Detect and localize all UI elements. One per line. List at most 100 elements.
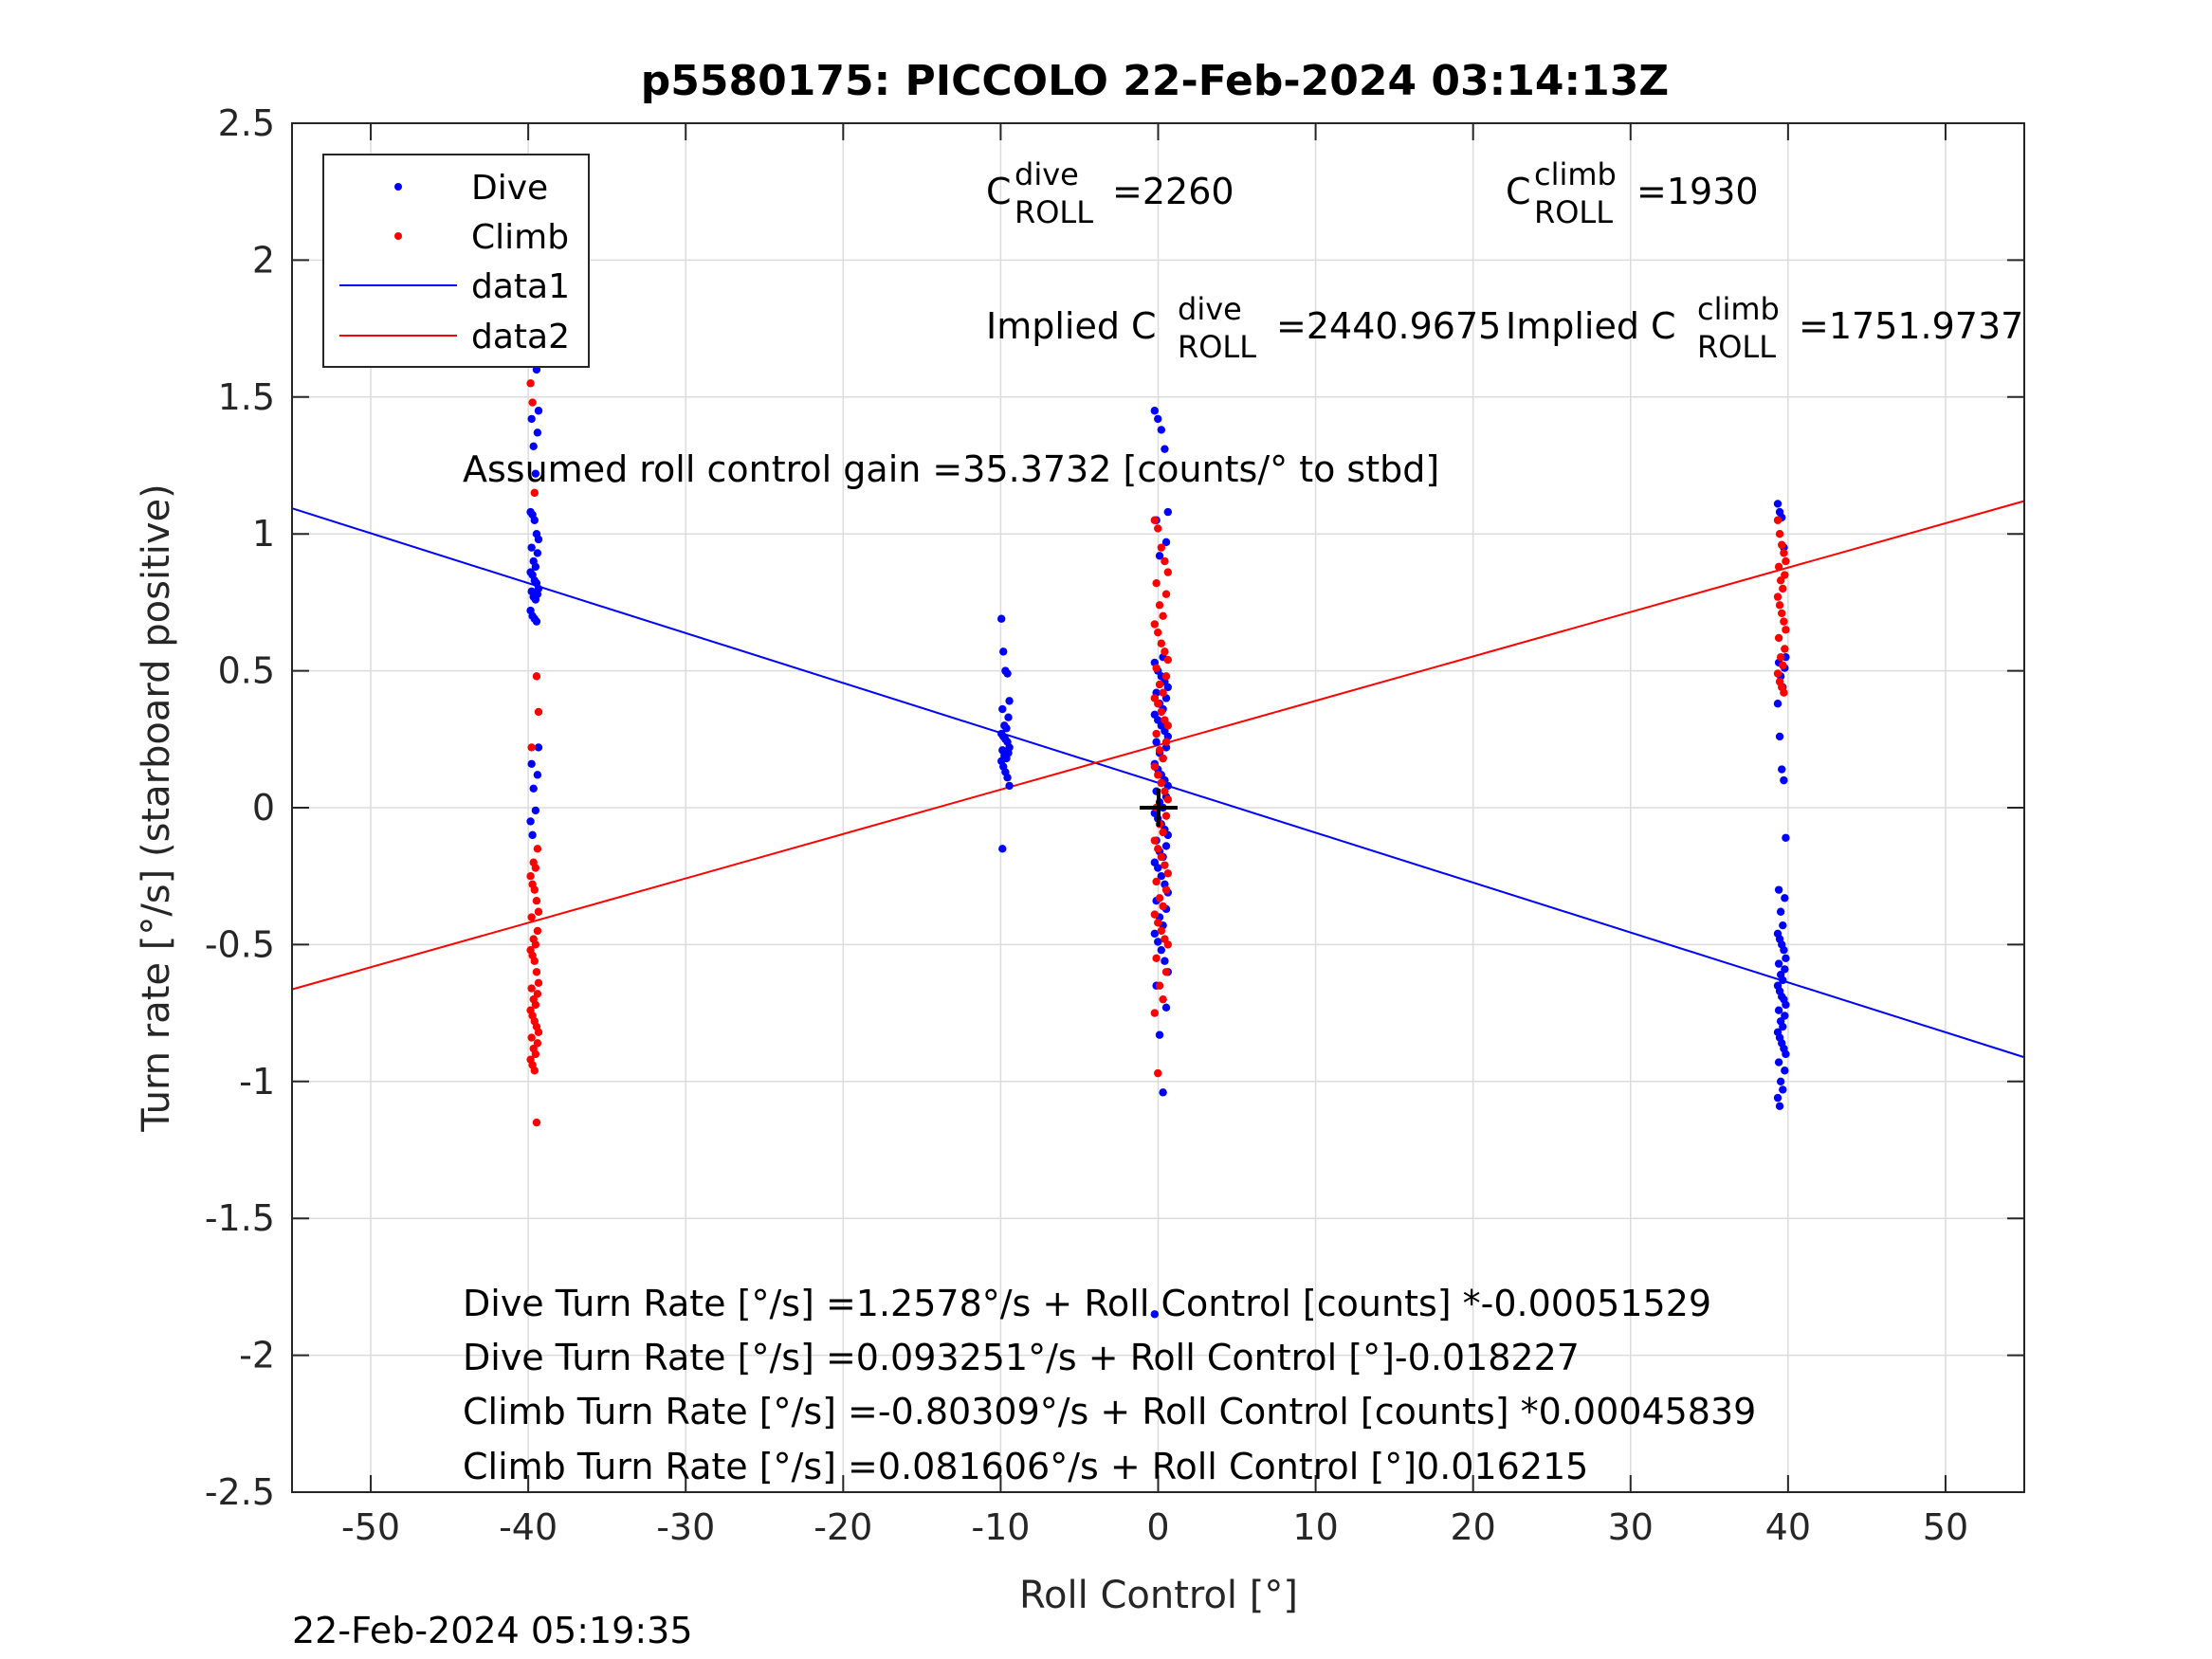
climb-point [1157,926,1166,936]
climb-point [531,1000,540,1010]
svg-text:C: C [1506,171,1531,212]
dive-point [532,617,541,626]
c-climb-value: =1930 [1636,171,1759,212]
gain-annotation: Assumed roll control gain =35.3732 [coun… [463,448,1439,490]
implied-climb-value: =1751.9737 [1799,305,2023,347]
climb-point [1161,647,1169,656]
climb-point [528,398,537,407]
dive-point [1155,552,1164,560]
x-tick-labels: -50 -40 -30 -20 -10 0 10 20 30 40 50 [341,1506,1968,1548]
dive-point [1005,697,1014,705]
dive-point [1782,954,1790,963]
dive-point [998,704,1007,714]
dive-point [534,535,543,544]
climb-point [530,488,539,498]
dive-point [1161,842,1171,850]
climb-point [1159,994,1167,1004]
dive-point [533,428,542,437]
climb-point [526,379,535,388]
climb-point [1161,787,1169,795]
c-climb-sup: climb [1534,156,1617,192]
climb-point [1779,661,1787,670]
y-tick-label: 2.5 [218,102,275,144]
climb-point [1157,707,1166,717]
implied-climb-sub: ROLL [1697,329,1776,365]
dive-point [1004,713,1013,721]
y-tick-label: -2.5 [205,1471,275,1513]
dive-point [1774,885,1783,894]
climb-point [1157,852,1166,862]
equation-2: Dive Turn Rate [°/s] =0.093251°/s + Roll… [463,1337,1580,1378]
climb-point [1150,910,1160,919]
dive-point [1157,426,1166,434]
legend-climb-label: Climb [471,218,569,257]
dive-point [1779,1085,1787,1094]
climb-point [527,1033,536,1042]
y-tick-label: -0.5 [205,923,275,965]
dive-point [1003,774,1012,782]
dive-point [1778,765,1786,774]
climb-point [1157,639,1166,647]
climb-point [1150,620,1160,629]
climb-point [533,990,542,998]
climb-point [1163,869,1173,878]
dive-point [1776,1077,1785,1086]
climb-point [1154,524,1162,533]
climb-point [1161,738,1171,746]
y-tick-label: 1 [252,513,275,555]
climb-point [527,913,536,921]
dive-point [996,614,1006,623]
x-tick-label: 10 [1292,1506,1338,1548]
dive-point [527,414,536,424]
climb-point [530,885,539,894]
climb-point [1779,584,1787,593]
climb-point [1778,540,1786,549]
dive-point [1150,407,1160,415]
y-axis-label: Turn rate [°/s] (starboard positive) [135,483,178,1133]
dive-point [1782,1049,1790,1059]
dive-point [1161,538,1171,547]
dive-point [1154,414,1162,424]
dive-point [1774,1058,1783,1066]
climb-point [1163,795,1173,804]
dive-point [1781,894,1789,902]
climb-point [1163,940,1173,949]
chart-title: p5580175: PICCOLO 22-Feb-2024 03:14:13Z [641,57,1669,105]
climb-point [526,872,535,881]
climb-point [532,672,541,681]
climb-point [1161,968,1171,976]
climb-point [532,968,541,976]
dive-point [1782,833,1790,842]
dive-point [1163,507,1173,517]
climb-point [1161,885,1171,894]
c-climb-main: C [1506,171,1531,212]
dive-point [1775,732,1784,741]
climb-point [1776,652,1785,662]
climb-point [533,926,542,936]
dive-point [1150,929,1160,939]
climb-point [1161,556,1169,566]
climb-point [1154,919,1162,927]
dive-point [533,771,542,779]
equation-4: Climb Turn Rate [°/s] =0.081606°/s + Rol… [463,1446,1588,1487]
climb-point [531,1049,540,1059]
scatter-points [526,321,1790,1319]
c-climb-sub: ROLL [1534,194,1613,230]
dive-point [1779,975,1787,985]
climb-point [1163,568,1173,576]
climb-point [1781,645,1789,653]
dive-point [1773,700,1782,708]
climb-point [1152,877,1161,886]
dive-point [1161,445,1169,453]
y-tick-label: -1 [239,1061,275,1103]
svg-text:C: C [986,171,1012,212]
climb-point [532,1118,541,1127]
y-tick-label: -1.5 [205,1197,275,1239]
dive-point [1781,1012,1789,1020]
climb-point [531,864,540,872]
climb-point [1161,811,1171,820]
x-tick-label: 0 [1146,1506,1169,1548]
dive-point [998,845,1007,853]
climb-point [1159,688,1167,697]
dive-point [1005,781,1014,791]
